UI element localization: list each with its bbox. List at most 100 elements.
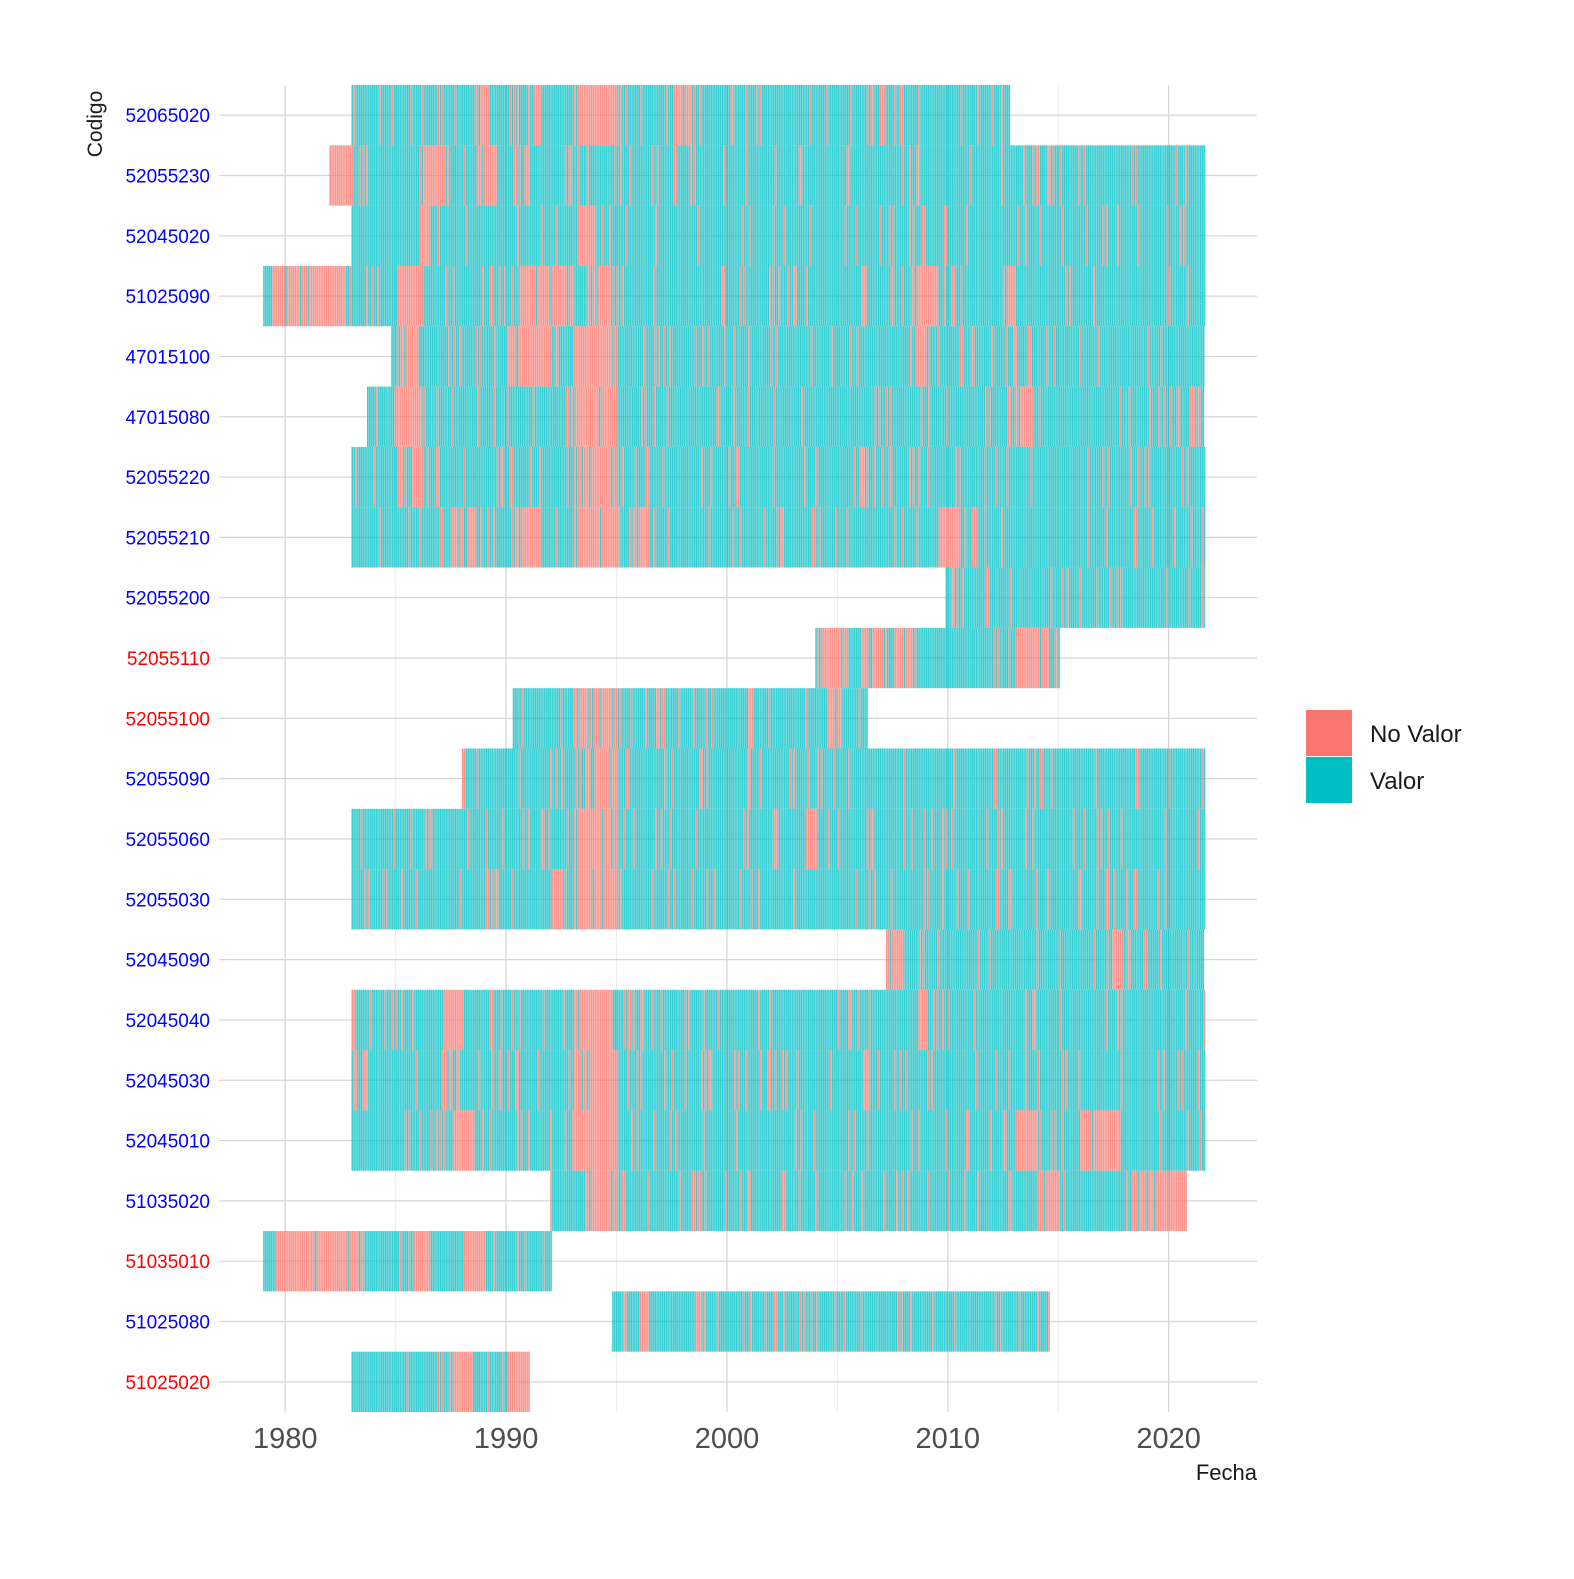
bar-no-valor (1053, 145, 1055, 205)
bar-valor (469, 85, 471, 145)
bar-valor (909, 266, 911, 326)
bar-valor (1066, 809, 1068, 869)
bar-valor (1016, 145, 1018, 205)
bar-valor (1014, 749, 1016, 809)
bar-valor (762, 809, 764, 869)
bar-valor (790, 447, 792, 507)
bar-valor (904, 85, 906, 145)
bar-valor (927, 326, 929, 386)
bar-valor (869, 206, 871, 266)
bar-valor (917, 628, 919, 688)
bar-valor (571, 749, 573, 809)
bar-no-valor (817, 628, 819, 688)
bar-valor (576, 507, 578, 567)
bar-valor (1016, 749, 1018, 809)
bar-valor (530, 85, 532, 145)
bar-valor (642, 266, 644, 326)
bar-valor (777, 145, 779, 205)
bar-valor (1077, 266, 1079, 326)
bar-valor (1113, 326, 1115, 386)
bar-valor (766, 266, 768, 326)
bar-valor (864, 326, 866, 386)
bar-no-valor (575, 688, 577, 748)
bar-valor (707, 85, 709, 145)
bar-valor (1009, 145, 1011, 205)
bar-valor (728, 387, 730, 447)
bar-valor (678, 387, 680, 447)
bar-valor (707, 206, 709, 266)
bar-valor (690, 507, 692, 567)
bar-valor (644, 206, 646, 266)
bar-valor (985, 145, 987, 205)
bar-valor (648, 85, 650, 145)
bar-valor (460, 447, 462, 507)
bar-valor (845, 145, 847, 205)
bar-valor (1002, 387, 1004, 447)
bar-valor (1074, 326, 1076, 386)
bar-valor (1183, 507, 1185, 567)
bar-valor (470, 326, 472, 386)
bar-valor (607, 145, 609, 205)
bar-no-valor (1046, 326, 1048, 386)
bar-valor (657, 447, 659, 507)
bar-no-valor (847, 145, 849, 205)
bar-no-valor (777, 507, 779, 567)
bar-valor (655, 749, 657, 809)
bar-no-valor (951, 809, 953, 869)
bar-valor (1117, 749, 1119, 809)
bar-valor (812, 387, 814, 447)
bar-no-valor (1015, 387, 1017, 447)
bar-valor (1171, 387, 1173, 447)
bar-valor (974, 628, 976, 688)
bar-valor (1110, 266, 1112, 326)
bar-no-valor (1120, 568, 1122, 628)
bar-valor (900, 266, 902, 326)
bar-valor (982, 568, 984, 628)
bar-valor (379, 447, 381, 507)
bar-valor (634, 688, 636, 748)
bar-valor (1027, 809, 1029, 869)
bar-valor (620, 206, 622, 266)
bar-valor (806, 85, 808, 145)
bar-valor (1192, 326, 1194, 386)
bar-valor (285, 266, 287, 326)
bar-valor (732, 749, 734, 809)
bar-valor (380, 387, 382, 447)
bar-valor (1021, 266, 1023, 326)
bar-valor (550, 688, 552, 748)
bar-valor (836, 266, 838, 326)
bar-valor (403, 145, 405, 205)
bar-no-valor (1179, 387, 1181, 447)
bar-valor (1109, 326, 1111, 386)
bar-valor (1002, 326, 1004, 386)
bar-valor (379, 266, 381, 326)
bar-valor (580, 266, 582, 326)
bar-valor (661, 145, 663, 205)
bar-valor (657, 266, 659, 326)
bar-valor (516, 387, 518, 447)
bar-valor (963, 809, 965, 869)
bar-valor (1091, 809, 1093, 869)
bar-valor (265, 266, 267, 326)
bar-no-valor (571, 266, 573, 326)
bar-valor (1198, 145, 1200, 205)
bar-valor (753, 809, 755, 869)
bar-no-valor (589, 85, 591, 145)
bar-valor (1117, 809, 1119, 869)
bar-valor (758, 688, 760, 748)
bar-valor (1003, 145, 1005, 205)
bar-valor (792, 688, 794, 748)
bar-no-valor (609, 447, 611, 507)
bar-valor (370, 507, 372, 567)
bar-valor (804, 206, 806, 266)
bar-valor (778, 85, 780, 145)
bar-no-valor (400, 387, 402, 447)
bar-no-valor (950, 507, 952, 567)
bar-valor (996, 145, 998, 205)
bar-no-valor (631, 688, 633, 748)
bar-valor (906, 387, 908, 447)
bar-valor (1056, 568, 1058, 628)
bar-valor (777, 387, 779, 447)
bar-valor (839, 809, 841, 869)
bar-valor (1157, 568, 1159, 628)
